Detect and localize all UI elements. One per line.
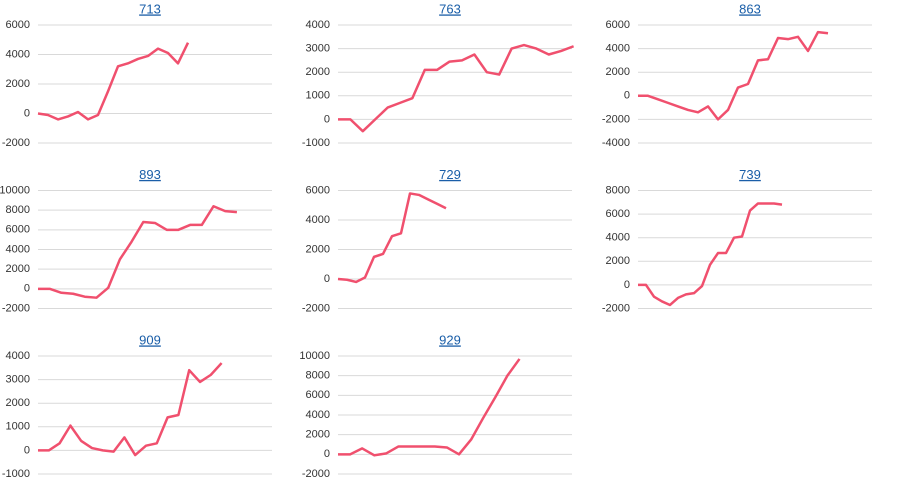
y-tick-label: 4000 <box>6 350 30 362</box>
y-tick-label: 1000 <box>306 90 330 102</box>
chart-title-link[interactable]: 739 <box>739 167 761 182</box>
y-tick-label: 2000 <box>306 66 330 78</box>
data-line <box>37 42 190 121</box>
y-tick-label: 10000 <box>299 350 330 362</box>
y-tick-label: 4000 <box>306 19 330 31</box>
y-tick-label: 4000 <box>306 214 330 226</box>
chart-title-link[interactable]: 713 <box>139 1 161 16</box>
y-tick-label: 2000 <box>306 429 330 441</box>
y-tick-label: 8000 <box>306 370 330 382</box>
chart-title-link[interactable]: 863 <box>739 1 761 16</box>
data-line <box>38 362 223 457</box>
y-tick-label: 2000 <box>606 255 630 267</box>
y-tick-label: 6000 <box>606 208 630 220</box>
chart-title-link[interactable]: 909 <box>139 332 161 347</box>
y-tick-label: 3000 <box>6 374 30 386</box>
y-tick-label: 0 <box>624 279 630 291</box>
y-tick-label: -2000 <box>302 302 330 314</box>
y-tick-label: 0 <box>24 107 30 119</box>
y-tick-label: 6000 <box>6 224 30 236</box>
data-line <box>338 43 575 133</box>
y-tick-label: 0 <box>24 444 30 456</box>
data-line <box>638 202 783 307</box>
y-tick-label: -2000 <box>302 468 330 480</box>
y-tick-label: 8000 <box>6 204 30 216</box>
y-tick-label: 0 <box>324 448 330 460</box>
y-tick-label: -2000 <box>2 137 30 149</box>
y-tick-label: 2000 <box>606 66 630 78</box>
y-tick-label: 4000 <box>6 243 30 255</box>
y-tick-label: 6000 <box>306 389 330 401</box>
y-tick-label: 0 <box>324 113 330 125</box>
data-line <box>638 30 829 121</box>
y-tick-label: 2000 <box>6 397 30 409</box>
y-tick-label: 0 <box>624 90 630 102</box>
y-tick-label: 2000 <box>6 263 30 275</box>
y-tick-label: 1000 <box>6 421 30 433</box>
y-tick-label: -4000 <box>602 137 630 149</box>
y-tick-label: -2000 <box>602 113 630 125</box>
data-line <box>337 192 447 284</box>
y-tick-label: 0 <box>24 283 30 295</box>
y-tick-label: -2000 <box>2 302 30 314</box>
chart-title-link[interactable]: 929 <box>439 332 461 347</box>
y-tick-label: 6000 <box>306 184 330 196</box>
y-tick-label: -1000 <box>2 468 30 480</box>
y-tick-label: 6000 <box>606 19 630 31</box>
data-line <box>338 358 521 457</box>
y-tick-label: 6000 <box>6 19 30 31</box>
y-tick-label: 3000 <box>306 43 330 55</box>
y-tick-label: 4000 <box>606 232 630 244</box>
y-tick-label: 4000 <box>6 48 30 60</box>
y-tick-label: -2000 <box>602 302 630 314</box>
y-tick-label: 4000 <box>306 409 330 421</box>
y-tick-label: 2000 <box>6 78 30 90</box>
chart-title-link[interactable]: 729 <box>439 167 461 182</box>
y-tick-label: 2000 <box>306 243 330 255</box>
y-tick-label: -1000 <box>302 137 330 149</box>
y-tick-label: 10000 <box>0 184 30 196</box>
y-tick-label: 8000 <box>606 184 630 196</box>
y-tick-label: 0 <box>324 273 330 285</box>
y-tick-label: 4000 <box>606 43 630 55</box>
chart-title-link[interactable]: 763 <box>439 1 461 16</box>
data-line <box>38 204 238 299</box>
chart-title-link[interactable]: 893 <box>139 167 161 182</box>
